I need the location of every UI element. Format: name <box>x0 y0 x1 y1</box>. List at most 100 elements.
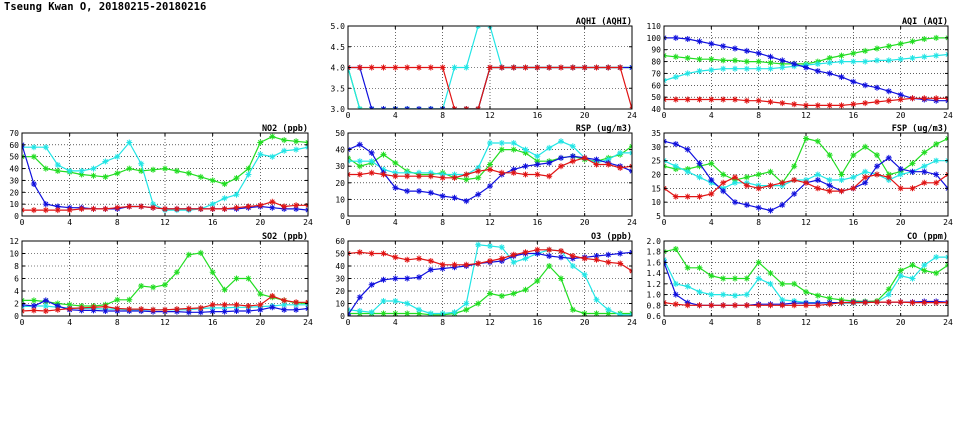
data-point <box>392 254 399 261</box>
data-point <box>897 91 904 98</box>
data-point <box>862 100 869 107</box>
data-point <box>921 267 928 274</box>
data-point <box>368 149 375 156</box>
y-tick-label: 40 <box>335 262 345 271</box>
y-tick-label: 4.0 <box>331 64 346 73</box>
data-point <box>522 64 529 71</box>
data-point <box>380 276 387 283</box>
data-point <box>356 294 363 301</box>
data-point <box>416 169 422 176</box>
data-point <box>185 205 192 212</box>
data-point <box>102 308 109 314</box>
data-point <box>838 52 845 59</box>
data-point <box>743 174 750 181</box>
data-point <box>826 177 833 183</box>
data-point <box>522 286 529 293</box>
chart-title: AQHI (AQHI) <box>576 17 632 27</box>
x-tick-label: 4 <box>709 318 714 327</box>
data-point <box>921 95 928 102</box>
data-point <box>558 275 564 282</box>
data-point <box>475 174 482 181</box>
y-tick-label: 6 <box>14 275 19 284</box>
data-point <box>755 302 762 309</box>
y-tick-label: 2 <box>14 300 19 309</box>
x-tick-label: 24 <box>943 218 953 227</box>
y-tick-label: 3.0 <box>331 105 346 114</box>
data-point <box>380 298 387 304</box>
data-point <box>404 310 411 316</box>
data-point <box>593 161 600 168</box>
data-point <box>672 34 679 41</box>
data-point <box>416 274 422 281</box>
data-point <box>791 190 798 197</box>
data-point <box>569 253 576 259</box>
x-tick-label: 24 <box>627 218 637 227</box>
data-point <box>487 161 493 168</box>
x-tick-label: 12 <box>485 111 495 120</box>
data-point <box>510 64 517 71</box>
data-point <box>257 139 264 146</box>
data-point <box>257 306 264 313</box>
series-red <box>22 198 308 214</box>
data-point <box>720 291 727 298</box>
data-point <box>293 146 300 153</box>
data-point <box>885 154 892 161</box>
x-tick-label: 24 <box>627 111 637 120</box>
data-point <box>439 64 446 71</box>
y-tick-label: 1.6 <box>647 258 662 267</box>
data-point <box>54 203 61 210</box>
data-point <box>463 300 470 307</box>
data-point <box>605 156 612 163</box>
data-point <box>356 249 363 256</box>
chart-fsp: 0 4 8 12 16 20 24 5 10 15 20 25 30 35 FSP (ug/m3) <box>651 124 953 227</box>
data-point <box>933 141 940 148</box>
data-point <box>558 163 564 170</box>
data-point <box>439 171 446 178</box>
data-point <box>392 159 399 166</box>
data-point <box>803 135 809 142</box>
data-point <box>30 297 37 304</box>
data-point <box>897 185 904 192</box>
data-point <box>684 146 691 153</box>
data-point <box>404 173 411 180</box>
data-point <box>54 303 61 309</box>
data-point <box>427 173 434 180</box>
chart-title: FSP (ug/m3) <box>892 124 948 134</box>
data-point <box>708 177 715 183</box>
x-tick-label: 12 <box>801 218 811 227</box>
data-point <box>510 259 517 266</box>
data-point <box>54 167 61 174</box>
data-point <box>209 201 216 208</box>
data-point <box>522 171 529 178</box>
data-point <box>569 158 576 165</box>
data-point <box>209 308 216 315</box>
data-point <box>487 243 493 249</box>
data-point <box>684 36 691 42</box>
data-point <box>909 185 916 192</box>
data-point <box>150 166 157 173</box>
data-point <box>826 182 833 189</box>
data-point <box>874 152 880 159</box>
data-point <box>743 182 750 189</box>
data-point <box>150 201 157 208</box>
data-point <box>356 163 363 170</box>
x-tick-label: 16 <box>533 218 543 227</box>
data-point <box>66 305 73 312</box>
data-point <box>755 58 762 65</box>
data-point <box>850 101 857 108</box>
y-tick-label: 50 <box>651 93 661 102</box>
data-point <box>885 88 892 95</box>
data-point <box>696 160 703 167</box>
data-point <box>90 172 97 179</box>
data-point <box>498 169 505 176</box>
data-point <box>838 188 845 195</box>
data-point <box>233 275 240 282</box>
data-point <box>78 304 85 311</box>
data-point <box>720 57 727 64</box>
data-point <box>380 166 387 173</box>
data-point <box>933 299 940 306</box>
x-tick-label: 16 <box>533 318 543 327</box>
data-point <box>78 167 85 174</box>
data-point <box>451 261 458 268</box>
